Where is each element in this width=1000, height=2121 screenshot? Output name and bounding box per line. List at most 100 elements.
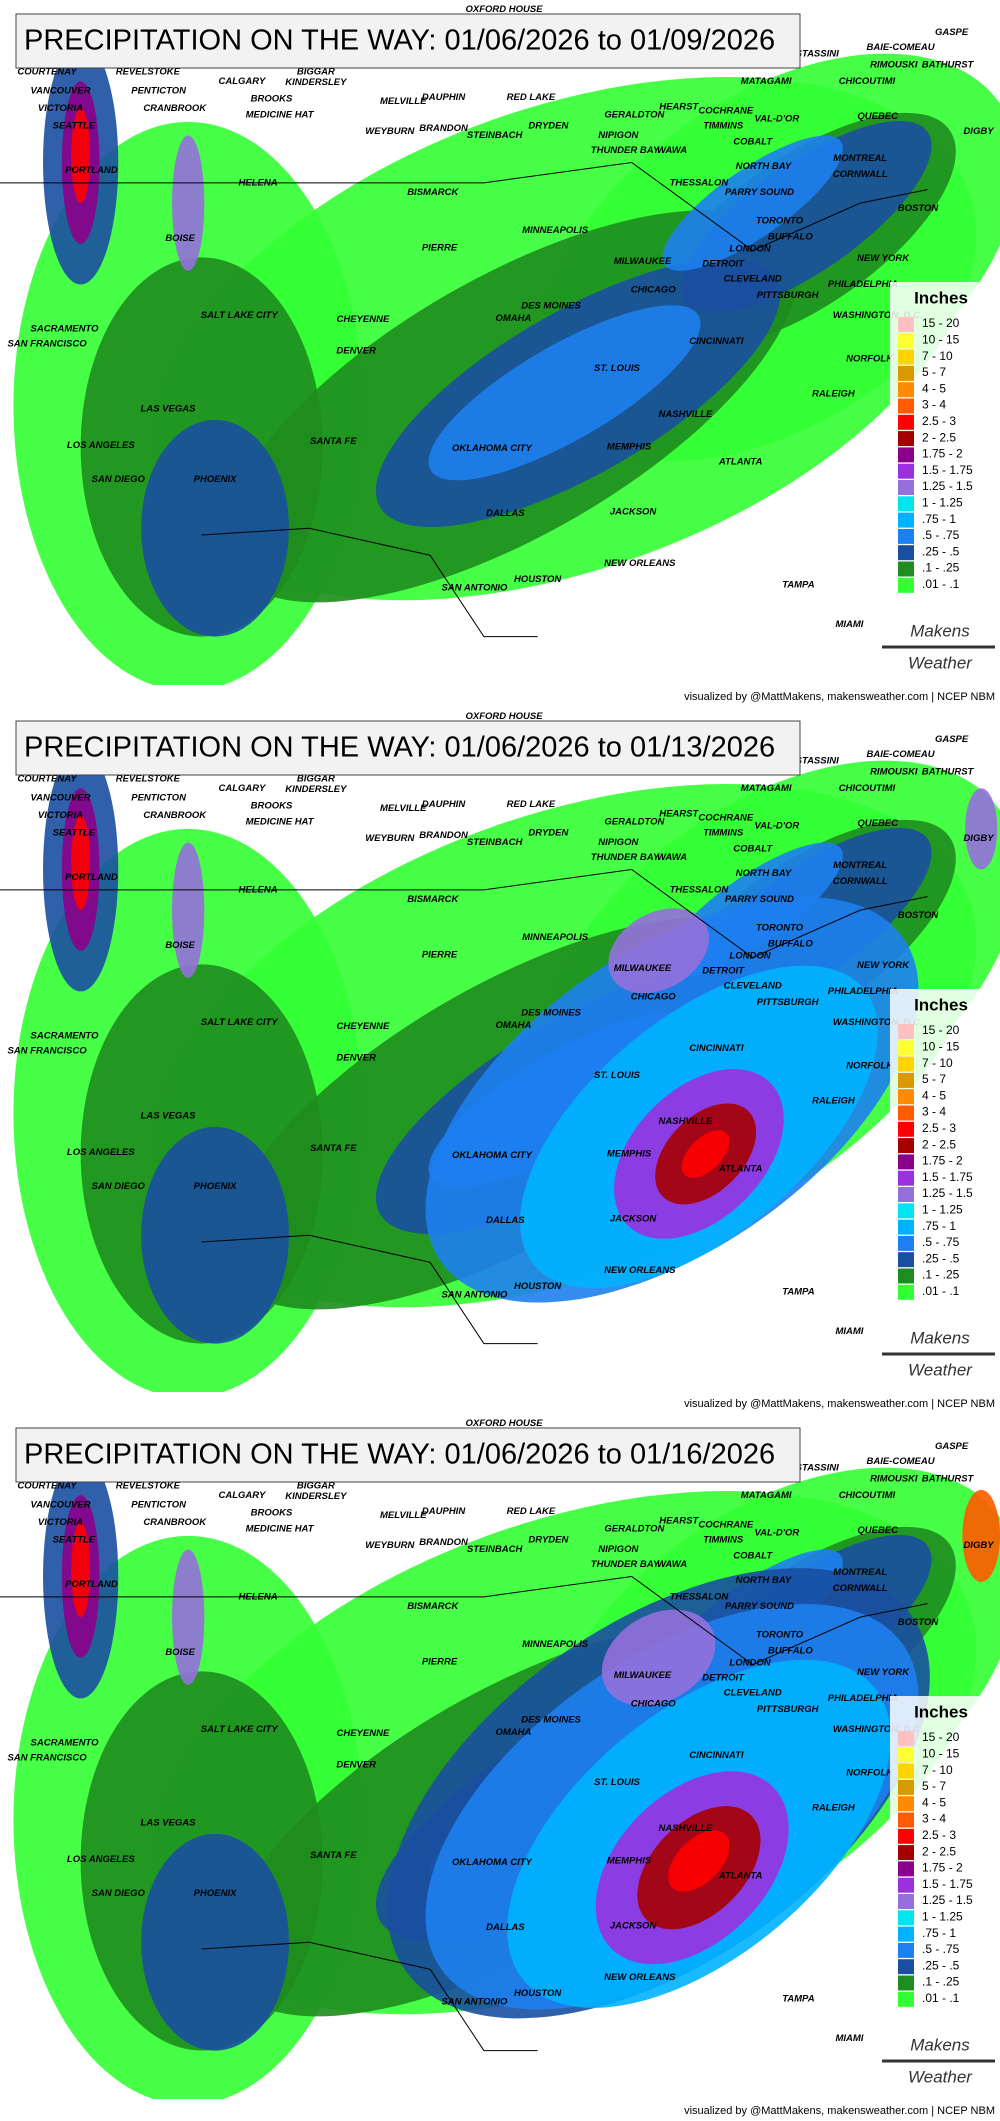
city-label: THESSALON [670,1591,730,1602]
legend-label: 7 - 10 [922,1056,953,1070]
city-label: MELVILLE [380,803,427,814]
city-label: PHILADELPHIA [828,1693,898,1704]
legend-swatch [898,1894,914,1909]
precip-area [172,135,205,271]
city-label: LONDON [729,1658,771,1669]
panel-title: PRECIPITATION ON THE WAY: 01/06/2026 to … [24,25,775,57]
city-label: ATLANTA [718,1870,763,1881]
legend-label: 2.5 - 3 [922,1121,956,1135]
legend-label: .75 - 1 [922,1926,956,1940]
city-label: NEW YORK [857,253,910,264]
city-label: PHOENIX [194,1888,237,1899]
city-label: BROOKS [251,93,293,104]
city-label: DES MOINES [521,1008,581,1019]
legend-label: .1 - .25 [922,1268,960,1282]
legend-label: 10 - 15 [922,1746,960,1760]
city-label: ATLANTA [718,1163,763,1174]
legend-swatch [898,1959,914,1975]
city-label: WASHINGTON, D.C. [833,310,923,321]
legend-title: Inches [914,995,968,1014]
city-label: HOUSTON [514,1988,562,1999]
legend-swatch [898,1861,914,1877]
city-label: MEMPHIS [607,441,652,452]
legend-label: 10 - 15 [922,1039,960,1053]
legend-label: 4 - 5 [922,381,946,395]
logo-bottom: Weather [908,2067,973,2086]
legend-label: .5 - .75 [922,1942,960,1956]
city-label: BRANDON [419,1537,469,1548]
legend-label: .25 - .5 [922,544,960,558]
logo-bottom: Weather [908,1360,973,1379]
city-label: CRANBROOK [143,103,207,114]
city-label: SALT LAKE CITY [201,1724,280,1735]
city-label: ST. LOUIS [594,1070,640,1081]
legend-label: .5 - .75 [922,1235,960,1249]
city-label: SEATTLE [53,120,96,131]
legend-swatch [898,349,914,365]
logo-top: Makens [910,1328,970,1347]
city-label: NORTH BAY [736,161,793,172]
legend-swatch [898,528,914,544]
legend-label: 1.5 - 1.75 [922,1170,973,1184]
legend-swatch [898,1024,914,1039]
city-label: SAN ANTONIO [441,1996,508,2007]
city-label: MIAMI [835,2033,863,2044]
city-label: HELENA [239,1591,278,1602]
city-label: CLEVELAND [724,1688,782,1699]
precip-area [681,1130,730,1178]
city-label: WASHINGTON, D.C. [833,1017,923,1028]
legend-swatch [898,447,914,463]
city-label: DRYDEN [528,120,569,131]
legend-swatch [898,545,914,561]
legend-swatch [898,1284,914,1300]
legend-swatch [898,561,914,577]
city-label: BAIE-COMEAU [866,1456,935,1467]
panel-title: PRECIPITATION ON THE WAY: 01/06/2026 to … [24,1439,775,1471]
precip-area [172,1549,205,1685]
legend-swatch [898,1138,914,1154]
city-label: BISMARCK [407,1601,459,1612]
city-label: COURTENAY [17,1480,78,1491]
city-label: LAS VEGAS [141,1111,197,1122]
legend-swatch [898,1926,914,1942]
precip-area [71,108,91,204]
city-label: DETROIT [702,1673,745,1684]
precip-area [681,120,932,313]
city-label: OXFORD HOUSE [466,711,544,722]
city-label: DAUPHIN [422,92,466,103]
city-label: LONDON [729,244,771,255]
precip-area [962,1489,1000,1582]
city-label: VANCOUVER [30,85,90,96]
city-label: VICTORIA [38,1517,83,1528]
legend-swatch [898,1170,914,1186]
city-label: CORNWALL [833,876,888,887]
city-label: WEYBURN [365,126,415,137]
legend-swatch [898,1040,914,1056]
city-label: MILWAUKEE [614,963,672,974]
city-label: BOSTON [898,1617,940,1628]
city-label: MELVILLE [380,1510,427,1521]
city-label: SALT LAKE CITY [201,1017,280,1028]
city-label: TAMPA [782,580,815,591]
city-label: VANCOUVER [30,1499,90,1510]
precip-layer [0,1414,1000,2099]
city-label: RIMOUSKI [870,60,918,71]
legend-label: 1.75 - 2 [922,447,963,461]
city-label: NASHVILLE [659,1116,714,1127]
city-label: CHEYENNE [337,1021,390,1032]
city-label: KINDERSLEY [285,784,348,795]
legend-label: 1.75 - 2 [922,1154,963,1168]
city-label: BIGGAR [297,66,335,77]
city-label: BOSTON [898,203,940,214]
city-label: CINCINNATI [689,1043,744,1054]
city-label: HEARST [659,1516,699,1527]
city-label: VAL-D'OR [754,821,799,832]
legend-label: .75 - 1 [922,512,956,526]
city-label: HELENA [239,177,278,188]
city-label: BIGGAR [297,773,335,784]
city-label: MATAGAMI [741,1490,792,1501]
city-label: CLEVELAND [724,981,782,992]
city-label: BUFFALO [768,1646,813,1657]
precip-area [608,908,709,994]
